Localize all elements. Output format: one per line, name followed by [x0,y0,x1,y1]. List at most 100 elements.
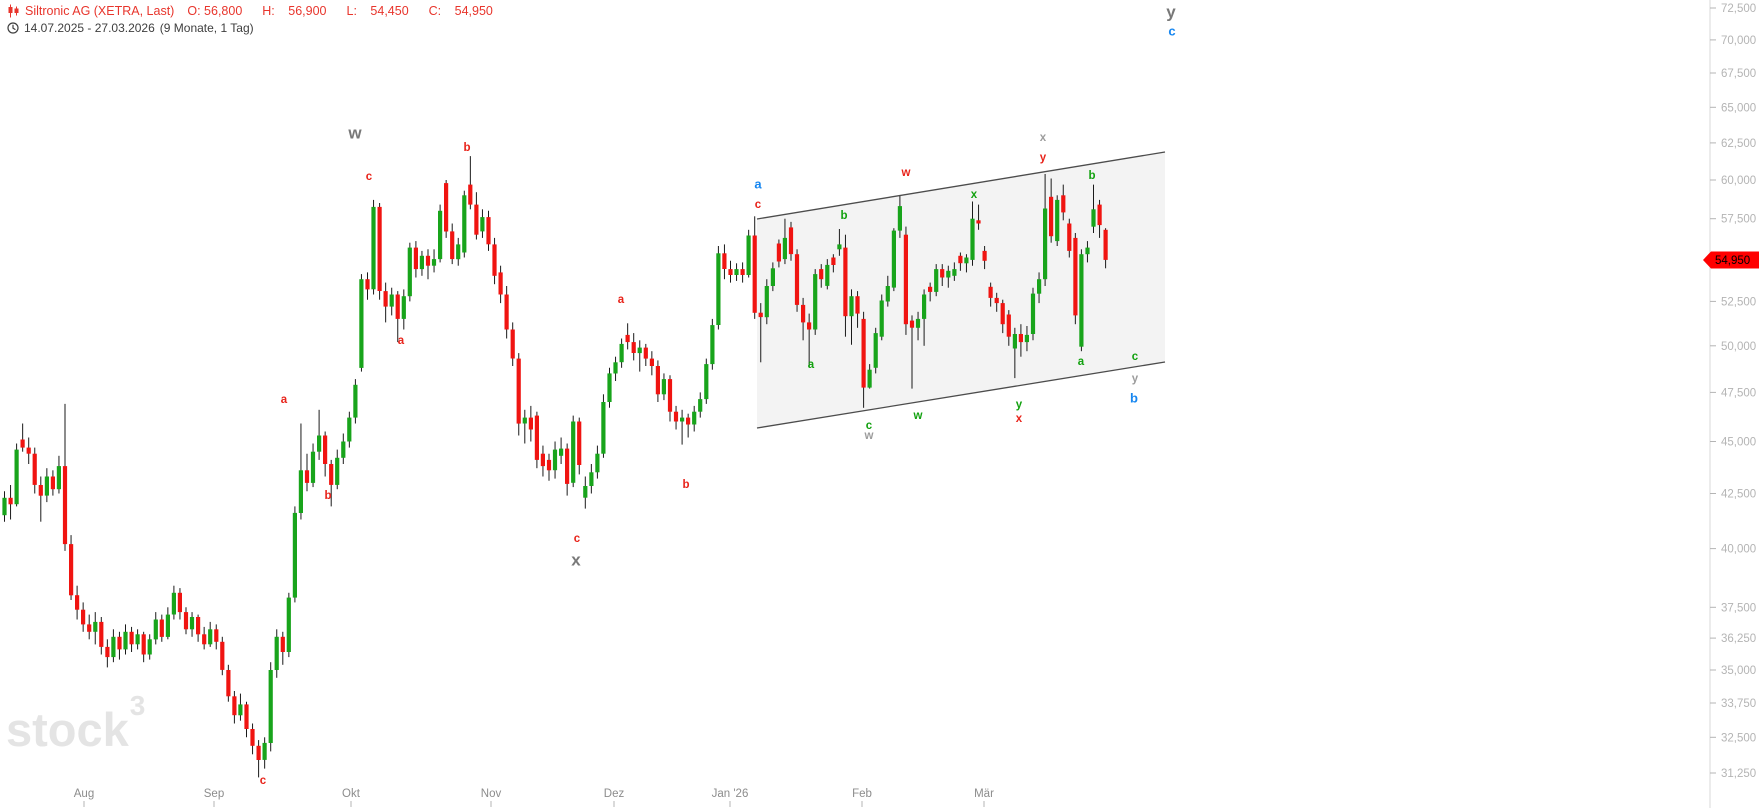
wave-label-c[interactable]: c [1132,351,1139,363]
candle[interactable] [704,358,709,404]
candle[interactable] [655,360,660,402]
wave-label-y[interactable]: y [1166,3,1176,22]
candle[interactable] [147,634,152,660]
wave-label-a[interactable]: a [398,335,405,347]
candle[interactable] [716,246,721,330]
candle[interactable] [534,411,539,469]
wave-label-w[interactable]: w [864,430,874,442]
candle[interactable] [474,192,479,240]
wave-label-y[interactable]: y [1132,373,1139,385]
candle[interactable] [431,249,437,273]
candle[interactable] [891,228,896,292]
candle[interactable] [988,282,993,307]
candle[interactable] [740,262,745,283]
candle[interactable] [940,264,945,286]
wave-label-b[interactable]: b [463,142,470,154]
candle[interactable] [746,229,751,278]
candle[interactable] [922,289,927,346]
candle[interactable] [419,250,424,276]
candle[interactable] [807,313,812,367]
candle[interactable] [81,602,86,632]
candle[interactable] [129,626,134,652]
candle[interactable] [577,417,582,475]
candle[interactable] [855,291,860,328]
candle[interactable] [801,297,806,341]
candle[interactable] [38,476,43,522]
candle[interactable] [238,693,243,721]
wave-label-a[interactable]: a [618,294,625,306]
candle[interactable] [1024,326,1029,352]
candle[interactable] [825,259,830,290]
candle[interactable] [673,405,679,430]
wave-label-c[interactable]: c [755,199,762,211]
candle[interactable] [20,423,25,452]
candle[interactable] [625,323,630,350]
candle[interactable] [250,723,255,755]
candle[interactable] [583,476,588,509]
candle[interactable] [1067,218,1072,258]
candle[interactable] [643,343,648,366]
candle[interactable] [1043,174,1048,286]
candle[interactable] [371,199,376,295]
candle[interactable] [165,607,170,640]
candle[interactable] [589,464,594,494]
candle[interactable] [637,340,642,372]
candle[interactable] [909,315,915,389]
candle[interactable] [274,629,279,678]
candle[interactable] [438,204,443,263]
wave-label-x[interactable]: x [571,551,581,570]
candle[interactable] [510,322,515,366]
candle[interactable] [292,506,297,603]
candle[interactable] [304,453,310,492]
candlestick-series[interactable] [2,156,1108,778]
candle[interactable] [952,262,957,281]
candle[interactable] [111,629,116,663]
wave-label-b[interactable]: b [840,210,847,222]
wave-label-y[interactable]: y [1040,152,1047,164]
candle[interactable] [565,443,570,496]
candle[interactable] [1055,195,1060,246]
candle[interactable] [44,468,49,503]
candle[interactable] [1091,184,1096,233]
wave-label-c[interactable]: c [574,533,581,545]
candle[interactable] [8,485,13,520]
candle[interactable] [498,265,503,304]
candle[interactable] [764,279,769,325]
candle[interactable] [456,237,461,266]
wave-label-w[interactable]: w [913,410,923,422]
candle[interactable] [831,254,836,273]
candle[interactable] [214,624,219,650]
candle[interactable] [1006,310,1011,346]
candle[interactable] [794,249,800,312]
candle[interactable] [383,282,388,323]
wave-label-b[interactable]: b [1088,170,1095,182]
candle[interactable] [135,629,140,650]
candle[interactable] [946,265,951,288]
candle[interactable] [317,409,322,460]
candle[interactable] [14,443,19,507]
candle[interactable] [728,260,733,283]
channel-upper-line[interactable] [756,151,1166,220]
candle[interactable] [462,190,467,258]
candle[interactable] [1018,324,1023,357]
candle[interactable] [776,239,781,268]
candle[interactable] [897,195,902,238]
wave-label-x[interactable]: x [971,189,978,201]
candle[interactable] [546,453,552,481]
candle[interactable] [56,455,61,494]
candle[interactable] [2,491,7,522]
candle[interactable] [873,327,878,374]
candle[interactable] [752,216,757,319]
wave-label-a[interactable]: a [1078,356,1085,368]
candle[interactable] [1012,327,1017,379]
candle[interactable] [196,614,201,642]
candle[interactable] [1061,184,1066,221]
candle[interactable] [159,614,164,642]
candle[interactable] [1097,199,1102,238]
wave-label-x[interactable]: x [1040,132,1047,144]
candle[interactable] [903,226,908,335]
candle[interactable] [879,294,884,341]
candle[interactable] [32,447,37,494]
candle[interactable] [758,303,763,363]
candle[interactable] [244,701,249,738]
